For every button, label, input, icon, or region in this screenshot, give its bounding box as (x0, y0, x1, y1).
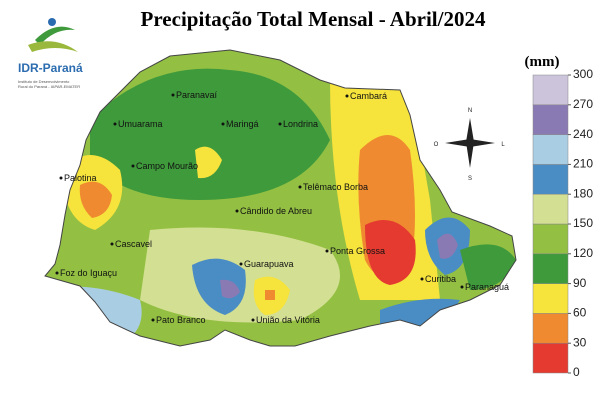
legend-tick-label: 270 (573, 97, 593, 111)
logo: IDR-Paraná Instituto de Desenvolvimento … (18, 18, 83, 89)
city-dot (151, 318, 155, 322)
city-dot (110, 242, 114, 246)
city-dot (171, 93, 175, 97)
legend-tick-label: 30 (573, 335, 587, 349)
legend-swatch (532, 164, 569, 195)
city-dot (460, 285, 464, 289)
compass: N S O L (434, 108, 506, 182)
legend-tick-label: 300 (573, 67, 593, 81)
city-dot (345, 94, 349, 98)
legend-swatch (532, 223, 569, 255)
legend-swatch (532, 313, 569, 344)
legend-swatch (532, 134, 569, 165)
city-dot (235, 209, 239, 213)
city-dot (251, 318, 255, 322)
legend-swatch (532, 193, 569, 225)
legend-tick-label: 180 (573, 186, 593, 200)
city-label: Cambará (350, 91, 387, 101)
city-label: Londrina (283, 119, 318, 129)
city-dot (113, 122, 117, 126)
city-label: Cândido de Abreu (240, 206, 312, 216)
city-dot (59, 176, 63, 180)
city-label: União da Vitória (256, 315, 320, 325)
city-label: Pato Branco (156, 315, 206, 325)
legend: (mm) 0 30 60 90 120 150 180 210 240 270 300 (525, 54, 594, 379)
svg-text:L: L (501, 142, 505, 148)
precipitation-map (45, 50, 516, 346)
legend-tick-label: 150 (573, 216, 593, 230)
svg-text:S: S (468, 176, 472, 182)
city-dot (298, 185, 302, 189)
city-dot (325, 249, 329, 253)
city-label: Guarapuava (244, 259, 294, 269)
legend-tick-label: 120 (573, 246, 593, 260)
legend-tick-label: 90 (573, 276, 587, 290)
logo-name: IDR-Paraná (18, 61, 83, 75)
city-labels: Paranavaí Cambará Umuarama Maringá Londr… (55, 90, 509, 325)
legend-tick-label: 240 (573, 127, 593, 141)
legend-swatch (532, 283, 569, 314)
city-dot (131, 164, 135, 168)
title: Precipitação Total Mensal - Abril/2024 (141, 7, 486, 31)
legend-swatch (532, 342, 569, 374)
city-dot (278, 122, 282, 126)
city-label: Palotina (64, 173, 97, 183)
city-label: Cascavel (115, 239, 152, 249)
legend-swatch (532, 74, 569, 106)
svg-text:N: N (468, 108, 472, 114)
city-dot (239, 262, 243, 266)
city-label: Paranaguá (465, 282, 509, 292)
city-dot (420, 277, 424, 281)
legend-tick-label: 60 (573, 306, 587, 320)
city-dot (55, 271, 59, 275)
legend-tick-label: 210 (573, 157, 593, 171)
legend-unit: (mm) (525, 54, 560, 70)
city-label: Paranavaí (176, 90, 218, 100)
legend-swatch (532, 104, 569, 135)
city-dot (221, 122, 225, 126)
city-label: Umuarama (118, 119, 163, 129)
city-label: Foz do Iguaçu (60, 268, 117, 278)
legend-tick-label: 0 (573, 365, 580, 379)
svg-text:O: O (434, 142, 439, 148)
state-outline (44, 49, 517, 347)
city-label: Curitiba (425, 274, 456, 284)
city-label: Telêmaco Borba (303, 182, 368, 192)
city-label: Maringá (226, 119, 259, 129)
legend-swatch (532, 253, 569, 284)
logo-subtitle: Instituto de Desenvolvimento (18, 79, 70, 84)
city-label: Campo Mourão (136, 161, 198, 171)
city-label: Ponta Grossa (330, 246, 385, 256)
logo-subtitle: Rural do Paraná - IAPAR-EMATER (18, 84, 80, 89)
